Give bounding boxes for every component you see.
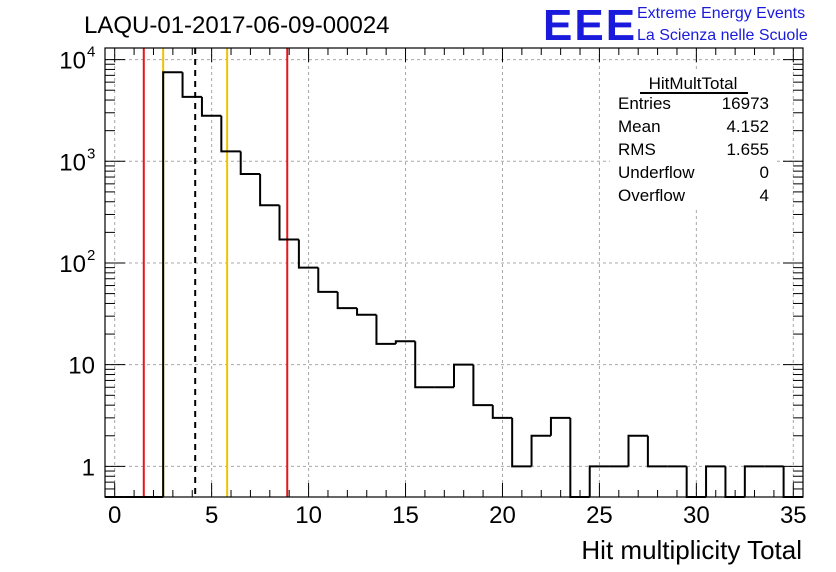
histogram-bin xyxy=(317,267,338,293)
chart-title: LAQU-01-2017-06-09-00024 xyxy=(84,12,390,39)
x-tick-label: 30 xyxy=(683,502,710,529)
stats-row-value: 16973 xyxy=(722,94,769,113)
x-tick-label: 35 xyxy=(780,502,807,529)
y-tick-exponent: 2 xyxy=(87,247,95,264)
axes xyxy=(104,47,804,498)
histogram-bin xyxy=(181,72,202,98)
eee-logo-text: EEE xyxy=(543,1,637,50)
stats-row-label: Entries xyxy=(618,94,671,113)
y-tick-label: 1 xyxy=(82,454,95,481)
histogram-bin xyxy=(278,205,299,241)
x-tick-label: 0 xyxy=(108,502,121,529)
histogram-bin xyxy=(356,308,377,316)
stats-rows: Entries 16973 Mean 4.152 RMS 1.655 Underflow 0 O… xyxy=(618,94,769,205)
histogram-bin xyxy=(220,115,241,153)
x-tick-label: 20 xyxy=(489,502,516,529)
stats-row-label: Overflow xyxy=(618,186,686,205)
x-tick-label: 5 xyxy=(205,502,218,529)
histogram-bin xyxy=(588,465,610,497)
histogram-bin xyxy=(705,465,726,497)
histogram-bin xyxy=(530,434,551,467)
histogram-bin xyxy=(627,434,648,467)
histogram-bin xyxy=(336,291,358,310)
histogram-bin xyxy=(239,151,261,175)
logo-line-1: Extreme Energy Events xyxy=(637,5,805,22)
histogram-bin xyxy=(453,363,474,388)
stats-box: HitMultTotal Entries 16973 Mean 4.152 RMS 1.6… xyxy=(610,70,776,210)
stats-row-value: 4 xyxy=(760,186,769,205)
x-tick-label: 25 xyxy=(586,502,613,529)
grid xyxy=(105,48,803,497)
y-tick-exponent: 3 xyxy=(87,145,95,162)
histogram-bin xyxy=(162,71,183,497)
histogram-bin xyxy=(472,364,493,407)
y-tick-label: 10 xyxy=(68,353,95,380)
y-tick-label: 10 xyxy=(59,251,86,278)
histogram-bin xyxy=(200,96,222,117)
histogram-bin xyxy=(259,173,280,207)
histogram-bin xyxy=(569,417,590,498)
histogram-bin xyxy=(375,314,396,345)
histogram-bin xyxy=(491,405,513,419)
histogram-bin xyxy=(549,416,571,436)
histogram-bin xyxy=(297,239,319,269)
x-axis-label: Hit multiplicity Total xyxy=(581,535,802,565)
stats-row-value: 0 xyxy=(760,163,769,182)
stats-row-label: RMS xyxy=(618,140,656,159)
y-tick-label: 10 xyxy=(59,48,86,75)
x-tick-label: 10 xyxy=(295,502,322,529)
histogram-bin xyxy=(646,435,668,468)
histogram-bin xyxy=(743,465,765,497)
stats-row-label: Underflow xyxy=(618,163,695,182)
stats-title: HitMultTotal xyxy=(649,74,738,93)
histogram-bin xyxy=(511,417,532,468)
eee-logo: EEE Extreme Energy Events La Scienza nel… xyxy=(543,1,808,50)
stats-row-label: Mean xyxy=(618,117,661,136)
histogram-bin xyxy=(394,340,416,344)
y-tick-label: 10 xyxy=(59,149,86,176)
y-tick-exponent: 4 xyxy=(87,44,95,61)
stats-row-value: 4.152 xyxy=(726,117,769,136)
x-tick-label: 15 xyxy=(392,502,419,529)
logo-line-2: La Scienza nelle Scuole xyxy=(637,27,808,44)
stats-row-value: 1.655 xyxy=(726,140,769,159)
histogram-bin xyxy=(414,341,435,389)
